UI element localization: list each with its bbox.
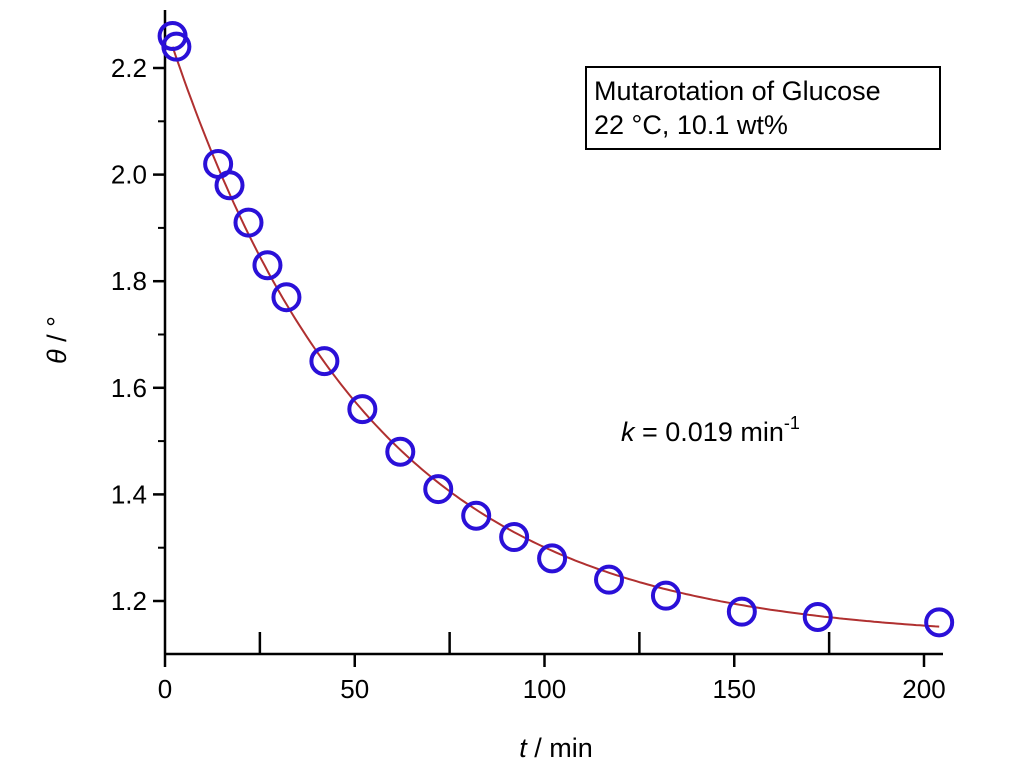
- data-point: [161, 31, 192, 62]
- y-tick-label: 1.6: [111, 373, 147, 403]
- rate-constant-annotation: k = 0.019 min-1: [621, 413, 800, 447]
- x-ticks: [163, 632, 926, 667]
- x-tick-labels: 0 50 100 150 200: [158, 674, 946, 704]
- y-axis-unit: / °: [42, 316, 72, 349]
- y-axis-label: θ / °: [42, 316, 72, 364]
- data-point: [347, 394, 378, 425]
- x-tick-label: 50: [340, 674, 369, 704]
- x-tick-label: 200: [902, 674, 945, 704]
- legend-line-1: Mutarotation of Glucose: [594, 76, 881, 106]
- axes: [163, 10, 943, 656]
- data-point: [309, 346, 340, 377]
- rate-constant-symbol: k: [621, 417, 636, 447]
- x-axis-unit: / min: [527, 733, 593, 763]
- fit-curve: [171, 46, 940, 628]
- rate-constant-value: = 0.019 min: [635, 417, 784, 447]
- legend-box: Mutarotation of Glucose 22 °C, 10.1 wt%: [585, 66, 941, 150]
- rate-constant-exponent: -1: [784, 413, 800, 433]
- data-point: [214, 170, 245, 201]
- x-tick-label: 0: [158, 674, 172, 704]
- data-point: [499, 522, 530, 553]
- y-tick-label: 1.8: [111, 266, 147, 296]
- y-ticks: [153, 66, 165, 603]
- data-point: [423, 474, 454, 505]
- data-point: [537, 543, 568, 574]
- y-tick-label: 1.2: [111, 586, 147, 616]
- x-axis-label: t / min: [519, 733, 593, 763]
- data-point: [252, 250, 283, 281]
- data-points: [157, 21, 955, 638]
- data-point: [726, 596, 757, 627]
- data-point: [650, 580, 681, 611]
- x-tick-label: 100: [523, 674, 566, 704]
- y-tick-label: 1.4: [111, 479, 147, 509]
- y-axis-symbol: θ: [42, 349, 72, 364]
- x-axis-symbol: t: [519, 733, 528, 763]
- y-tick-label: 2.2: [111, 53, 147, 83]
- data-point: [271, 282, 302, 313]
- y-tick-labels: 1.2 1.4 1.6 1.8 2.0 2.2: [111, 53, 147, 616]
- data-point: [385, 436, 416, 467]
- data-point: [594, 564, 625, 595]
- data-point: [233, 207, 264, 238]
- legend-line-2: 22 °C, 10.1 wt%: [594, 110, 788, 140]
- y-tick-label: 2.0: [111, 160, 147, 190]
- data-point: [924, 607, 955, 638]
- data-point: [802, 601, 833, 632]
- x-tick-label: 150: [713, 674, 756, 704]
- data-point: [461, 500, 492, 531]
